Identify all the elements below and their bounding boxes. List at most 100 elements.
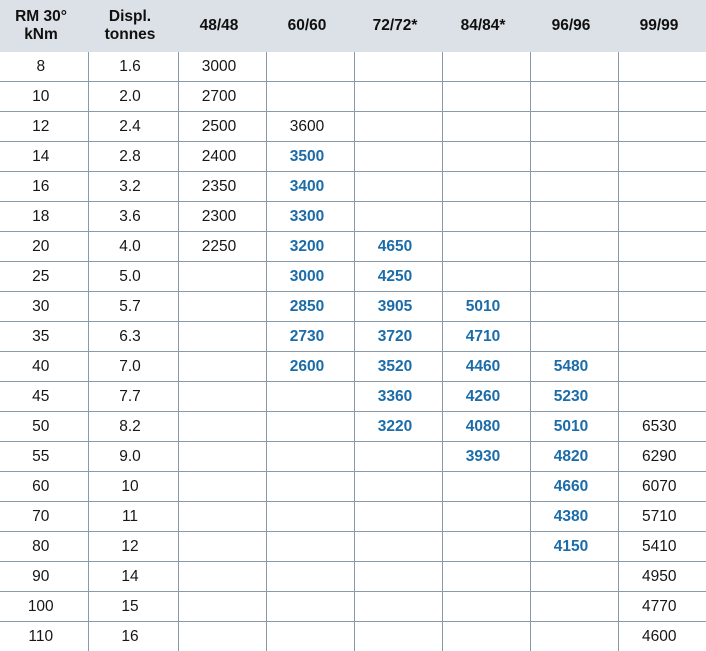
- cell-r1-c3: [266, 82, 354, 112]
- cell-r13-c1: 9.0: [88, 442, 178, 472]
- column-header-1: Displ. tonnes: [88, 0, 178, 52]
- cell-r6-c2: 2250: [178, 232, 266, 262]
- cell-r3-c4: [354, 142, 442, 172]
- cell-r1-c7: [618, 82, 706, 112]
- cell-r2-c4: [354, 112, 442, 142]
- cell-r9-c0: 35: [0, 322, 88, 352]
- cell-r8-c6: [530, 292, 618, 322]
- cell-r0-c6: [530, 52, 618, 82]
- cell-r14-c6: 4660: [530, 472, 618, 502]
- cell-r7-c2: [178, 262, 266, 292]
- cell-r1-c2: 2700: [178, 82, 266, 112]
- cell-r0-c5: [442, 52, 530, 82]
- cell-r12-c0: 50: [0, 412, 88, 442]
- cell-r19-c0: 110: [0, 622, 88, 651]
- column-header-5: 84/84*: [442, 0, 530, 52]
- cell-r19-c7: 4600: [618, 622, 706, 651]
- cell-r2-c1: 2.4: [88, 112, 178, 142]
- cell-r16-c4: [354, 532, 442, 562]
- cell-r15-c6: 4380: [530, 502, 618, 532]
- cell-r16-c7: 5410: [618, 532, 706, 562]
- cell-r4-c6: [530, 172, 618, 202]
- cell-r10-c7: [618, 352, 706, 382]
- cell-r15-c0: 70: [0, 502, 88, 532]
- cell-r6-c6: [530, 232, 618, 262]
- cell-r7-c3: 3000: [266, 262, 354, 292]
- cell-r10-c4: 3520: [354, 352, 442, 382]
- cell-r8-c7: [618, 292, 706, 322]
- cell-r3-c2: 2400: [178, 142, 266, 172]
- cell-r2-c6: [530, 112, 618, 142]
- cell-r4-c3: 3400: [266, 172, 354, 202]
- cell-r6-c3: 3200: [266, 232, 354, 262]
- cell-r13-c5: 3930: [442, 442, 530, 472]
- cell-r11-c5: 4260: [442, 382, 530, 412]
- cell-r19-c5: [442, 622, 530, 651]
- cell-r13-c6: 4820: [530, 442, 618, 472]
- cell-r11-c3: [266, 382, 354, 412]
- cell-r15-c7: 5710: [618, 502, 706, 532]
- cell-r4-c1: 3.2: [88, 172, 178, 202]
- cell-r9-c2: [178, 322, 266, 352]
- cell-r17-c3: [266, 562, 354, 592]
- cell-r18-c7: 4770: [618, 592, 706, 622]
- cell-r10-c6: 5480: [530, 352, 618, 382]
- cell-r6-c5: [442, 232, 530, 262]
- cell-r10-c5: 4460: [442, 352, 530, 382]
- column-header-7: 99/99: [618, 0, 706, 52]
- cell-r0-c3: [266, 52, 354, 82]
- cell-r3-c1: 2.8: [88, 142, 178, 172]
- cell-r5-c3: 3300: [266, 202, 354, 232]
- cell-r6-c7: [618, 232, 706, 262]
- cell-r16-c6: 4150: [530, 532, 618, 562]
- cell-r4-c5: [442, 172, 530, 202]
- cell-r2-c0: 12: [0, 112, 88, 142]
- cell-r18-c6: [530, 592, 618, 622]
- cell-r0-c1: 1.6: [88, 52, 178, 82]
- cell-r8-c1: 5.7: [88, 292, 178, 322]
- cell-r9-c1: 6.3: [88, 322, 178, 352]
- cell-r14-c4: [354, 472, 442, 502]
- cell-r16-c3: [266, 532, 354, 562]
- cell-r16-c0: 80: [0, 532, 88, 562]
- cell-r19-c3: [266, 622, 354, 651]
- cell-r11-c1: 7.7: [88, 382, 178, 412]
- cell-r1-c1: 2.0: [88, 82, 178, 112]
- cell-r13-c0: 55: [0, 442, 88, 472]
- cell-r5-c5: [442, 202, 530, 232]
- cell-r18-c0: 100: [0, 592, 88, 622]
- cell-r10-c2: [178, 352, 266, 382]
- cell-r3-c3: 3500: [266, 142, 354, 172]
- cell-r19-c4: [354, 622, 442, 651]
- cell-r8-c2: [178, 292, 266, 322]
- cell-r9-c4: 3720: [354, 322, 442, 352]
- cell-r7-c0: 25: [0, 262, 88, 292]
- cell-r5-c0: 18: [0, 202, 88, 232]
- cell-r7-c4: 4250: [354, 262, 442, 292]
- cell-r15-c4: [354, 502, 442, 532]
- cell-r4-c0: 16: [0, 172, 88, 202]
- cell-r12-c2: [178, 412, 266, 442]
- cell-r14-c7: 6070: [618, 472, 706, 502]
- cell-r2-c7: [618, 112, 706, 142]
- cell-r14-c3: [266, 472, 354, 502]
- cell-r0-c2: 3000: [178, 52, 266, 82]
- cell-r12-c3: [266, 412, 354, 442]
- cell-r1-c4: [354, 82, 442, 112]
- cell-r3-c6: [530, 142, 618, 172]
- column-header-6: 96/96: [530, 0, 618, 52]
- cell-r0-c4: [354, 52, 442, 82]
- cell-r17-c1: 14: [88, 562, 178, 592]
